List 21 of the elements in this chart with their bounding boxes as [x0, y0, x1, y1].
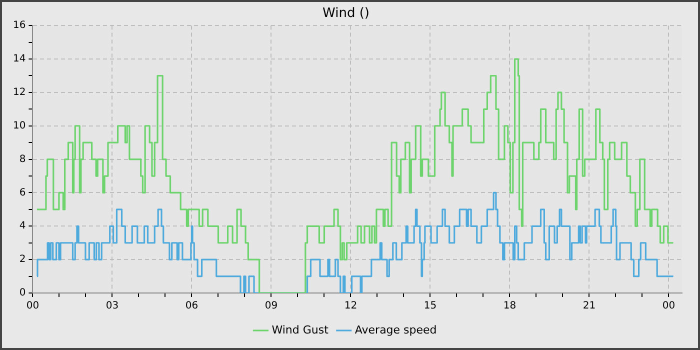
y-tick-label: 14 — [12, 54, 26, 65]
x-tick-label: 09 — [264, 300, 278, 312]
chart-title: Wind () — [322, 6, 370, 22]
x-tick-label: 03 — [106, 300, 119, 312]
legend-label: Wind Gust — [272, 323, 330, 336]
y-tick-label: 0 — [19, 288, 26, 299]
x-tick-label: 12 — [344, 300, 358, 312]
x-tick-label: 00 — [26, 300, 40, 312]
y-tick-label: 4 — [19, 220, 26, 232]
x-tick-label: 00 — [662, 300, 676, 312]
x-tick-label: 06 — [185, 300, 198, 312]
x-tick-label: 15 — [424, 300, 437, 312]
legend-label: Average speed — [354, 323, 437, 336]
y-tick-label: 12 — [12, 87, 26, 98]
y-tick-label: 8 — [19, 154, 26, 165]
x-tick-label: 21 — [582, 300, 596, 312]
y-tick-label: 16 — [12, 20, 26, 32]
y-tick-label: 6 — [19, 187, 26, 198]
y-tick-label: 10 — [12, 120, 26, 132]
y-tick-label: 2 — [19, 254, 26, 266]
x-tick-label: 18 — [503, 300, 516, 312]
